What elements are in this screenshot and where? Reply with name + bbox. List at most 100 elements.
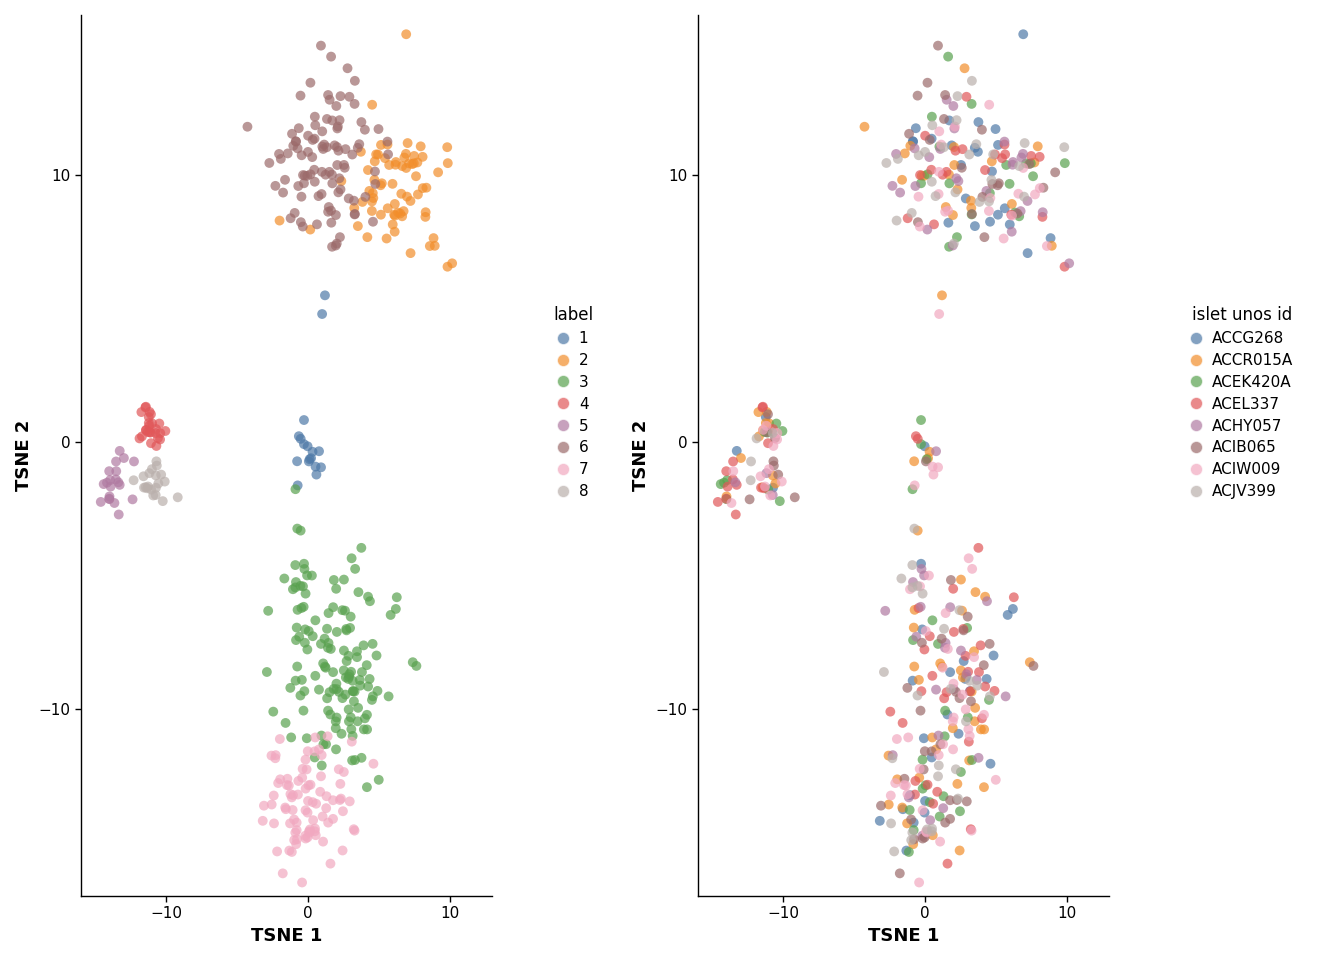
Point bbox=[880, 816, 902, 831]
Point bbox=[333, 160, 355, 176]
Point bbox=[902, 482, 923, 497]
Point bbox=[981, 154, 1003, 169]
Point bbox=[364, 164, 386, 180]
Point bbox=[907, 578, 929, 593]
Point bbox=[288, 179, 309, 194]
Point bbox=[391, 158, 413, 174]
Point bbox=[978, 194, 1000, 209]
Point bbox=[366, 147, 387, 162]
Point bbox=[277, 771, 298, 786]
Point bbox=[876, 156, 898, 171]
Point bbox=[351, 540, 372, 556]
Point bbox=[292, 579, 313, 594]
Point bbox=[730, 450, 751, 466]
Point bbox=[328, 761, 349, 777]
Point bbox=[750, 480, 771, 495]
Point bbox=[982, 147, 1004, 162]
Point bbox=[271, 866, 293, 881]
Point bbox=[996, 157, 1017, 173]
Point bbox=[305, 730, 327, 745]
Point bbox=[262, 704, 284, 719]
Point bbox=[726, 444, 747, 459]
Point bbox=[937, 49, 958, 64]
Point bbox=[952, 670, 973, 685]
Point bbox=[304, 744, 325, 759]
Point bbox=[903, 659, 925, 674]
Point bbox=[362, 97, 383, 112]
Point bbox=[367, 684, 388, 699]
Point bbox=[312, 164, 333, 180]
Point bbox=[98, 492, 120, 507]
Point bbox=[317, 640, 339, 656]
Point bbox=[937, 707, 958, 722]
Point bbox=[970, 722, 992, 737]
Point bbox=[939, 811, 961, 827]
Point bbox=[988, 176, 1009, 191]
Point bbox=[914, 128, 935, 143]
Point bbox=[289, 629, 310, 644]
Point bbox=[356, 229, 378, 245]
Point bbox=[923, 217, 945, 232]
Point bbox=[129, 431, 151, 446]
Point bbox=[364, 172, 386, 187]
Point bbox=[305, 796, 327, 811]
Point bbox=[1020, 156, 1042, 171]
Point bbox=[312, 809, 333, 825]
Point bbox=[907, 687, 929, 703]
Point bbox=[949, 843, 970, 858]
Point bbox=[302, 444, 324, 460]
Point bbox=[974, 162, 996, 178]
Point bbox=[922, 668, 943, 684]
Point bbox=[285, 134, 306, 150]
Point bbox=[335, 141, 356, 156]
Point bbox=[902, 133, 923, 149]
Point bbox=[310, 186, 332, 202]
Point bbox=[964, 713, 985, 729]
Point bbox=[136, 481, 157, 496]
Point bbox=[285, 574, 306, 589]
Point bbox=[105, 454, 126, 469]
Point bbox=[974, 589, 996, 605]
Point bbox=[263, 816, 285, 831]
Point bbox=[328, 143, 349, 158]
Point bbox=[301, 568, 323, 584]
Point bbox=[148, 476, 169, 492]
Point bbox=[93, 476, 114, 492]
Point bbox=[237, 119, 258, 134]
Point bbox=[870, 798, 891, 813]
Point bbox=[301, 150, 323, 165]
Point bbox=[321, 167, 343, 182]
Point bbox=[294, 586, 316, 601]
Point bbox=[878, 748, 899, 763]
Point bbox=[921, 109, 942, 125]
Point bbox=[145, 488, 167, 503]
Point bbox=[138, 416, 160, 431]
Point bbox=[941, 137, 962, 153]
Point bbox=[285, 673, 306, 688]
Point bbox=[290, 523, 312, 539]
Point bbox=[269, 772, 290, 787]
Point bbox=[762, 425, 784, 441]
Point bbox=[931, 659, 953, 674]
Point bbox=[253, 798, 274, 813]
Point bbox=[310, 769, 332, 784]
Point bbox=[930, 137, 952, 153]
Point bbox=[910, 167, 931, 182]
Point bbox=[926, 784, 948, 800]
Point bbox=[306, 217, 328, 232]
Point bbox=[902, 836, 923, 852]
Point bbox=[746, 431, 767, 446]
Point bbox=[894, 778, 915, 793]
Point bbox=[415, 180, 437, 196]
Point bbox=[383, 207, 405, 223]
Point bbox=[751, 399, 773, 415]
Point bbox=[297, 829, 319, 845]
Point bbox=[978, 97, 1000, 112]
Point bbox=[957, 664, 978, 680]
Point bbox=[911, 828, 933, 844]
Point bbox=[942, 98, 964, 113]
Point bbox=[929, 164, 950, 180]
Point bbox=[722, 471, 743, 487]
Point bbox=[296, 567, 317, 583]
Point bbox=[747, 404, 769, 420]
